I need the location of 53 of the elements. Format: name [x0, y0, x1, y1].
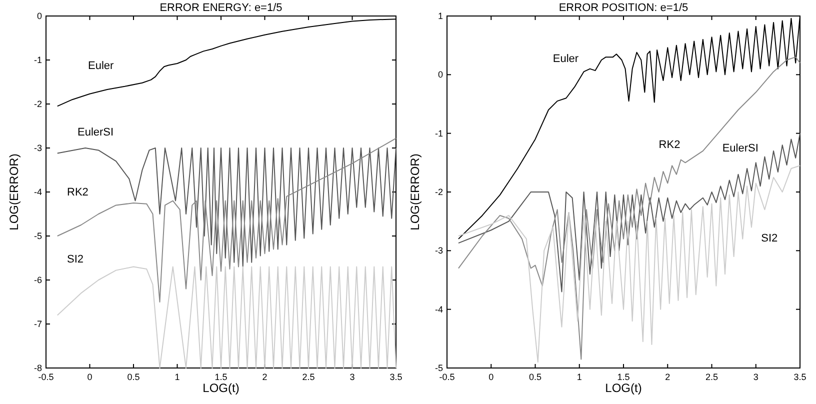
y-tick-label: -6 — [34, 275, 42, 285]
x-tick-label: 1.5 — [214, 372, 228, 382]
y-tick-label: -2 — [34, 99, 42, 109]
x-tick-label: 2.5 — [705, 372, 718, 382]
x-tick-label: 1 — [576, 372, 582, 382]
series-label: RK2 — [658, 139, 680, 151]
x-tick-label: 1 — [174, 372, 180, 382]
line-series — [56, 138, 396, 302]
x-tick-label: 3 — [753, 372, 758, 382]
y-tick-label: -5 — [434, 363, 443, 373]
y-tick-label: -7 — [34, 319, 42, 329]
y-tick-label: -3 — [34, 143, 42, 153]
series-label: RK2 — [67, 186, 88, 199]
x-tick-label: 2 — [665, 372, 670, 382]
y-tick-label: 0 — [438, 70, 443, 80]
y-tick-label: -4 — [434, 304, 443, 314]
y-tick-label: -4 — [34, 187, 42, 197]
x-tick-label: 1.5 — [617, 372, 630, 382]
x-tick-label: 3.5 — [794, 372, 806, 382]
y-axis-title: LOG(ERROR) — [7, 154, 21, 230]
series-label: SI2 — [67, 253, 84, 266]
line-series — [56, 148, 396, 268]
x-tick-label: 3.5 — [390, 372, 402, 382]
line-series — [56, 266, 396, 368]
series-label: EulerSI — [722, 142, 758, 155]
x-axis-title: LOG(t) — [605, 381, 642, 395]
x-tick-label: 0 — [87, 372, 92, 382]
y-tick-label: 0 — [36, 11, 42, 21]
x-axis-title: LOG(t) — [202, 381, 240, 395]
series-label: Euler — [88, 60, 114, 72]
y-tick-label: -5 — [34, 231, 42, 241]
y-tick-label: -3 — [434, 246, 443, 256]
chart-title: ERROR ENERGY: e=1/5 — [160, 2, 282, 14]
x-tick-label: -0.5 — [38, 372, 54, 382]
series-label: SI2 — [761, 232, 778, 244]
y-axis-title: LOG(ERROR) — [408, 154, 422, 230]
y-tick-label: -2 — [434, 187, 443, 197]
x-tick-label: 0 — [488, 372, 494, 382]
x-tick-label: 0.5 — [127, 372, 140, 382]
x-tick-label: 3 — [350, 372, 355, 382]
line-series — [458, 132, 800, 292]
x-tick-label: 0.5 — [528, 372, 542, 382]
y-tick-label: -1 — [434, 128, 443, 138]
series-label: Euler — [552, 52, 579, 65]
x-tick-label: -0.5 — [439, 372, 455, 382]
line-series — [458, 165, 800, 363]
chart-title: ERROR POSITION: e=1/5 — [558, 2, 688, 14]
y-tick-label: -8 — [34, 363, 42, 373]
y-tick-label: -1 — [34, 55, 42, 65]
y-tick-label: 1 — [438, 11, 443, 21]
x-tick-label: 2 — [262, 372, 268, 382]
series-label: EulerSI — [78, 126, 114, 139]
x-tick-label: 2.5 — [302, 372, 315, 382]
